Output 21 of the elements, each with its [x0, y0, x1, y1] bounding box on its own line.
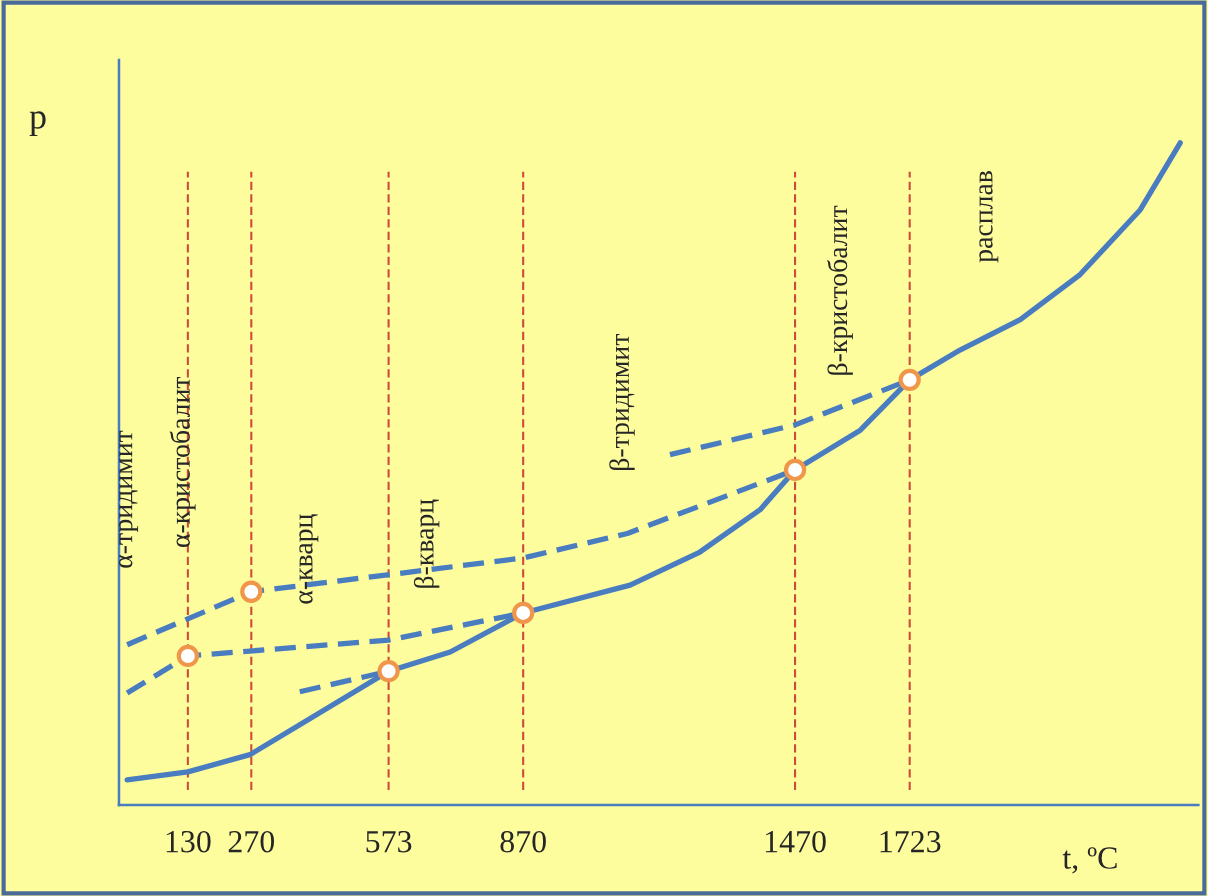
x-tick-label: 870: [500, 830, 546, 853]
annotation: β-кварц: [413, 499, 440, 588]
point: [240, 580, 263, 603]
x-tick-label: 573: [366, 830, 412, 853]
x-tick-label: 1723: [880, 830, 941, 853]
x-tick-label: 1470: [765, 830, 826, 853]
annotation: α-кристобалит: [169, 376, 196, 548]
annotation: α-кварц: [299, 514, 319, 604]
annotation: β-тридимит: [609, 334, 635, 471]
annotation: расплав: [979, 171, 999, 263]
x-tick-label: 130: [166, 830, 211, 853]
annotation: α-тридимит: [119, 430, 139, 568]
x-axis-title: t, ºC: [1062, 847, 1117, 874]
x-tick-label: 270: [228, 830, 275, 853]
point: [898, 368, 921, 391]
point: [512, 601, 535, 625]
point: [176, 644, 200, 668]
y-axis-title: p: [29, 111, 46, 136]
point: [783, 458, 807, 482]
point: [377, 660, 400, 683]
annotation: β-кристобалит: [827, 205, 853, 375]
